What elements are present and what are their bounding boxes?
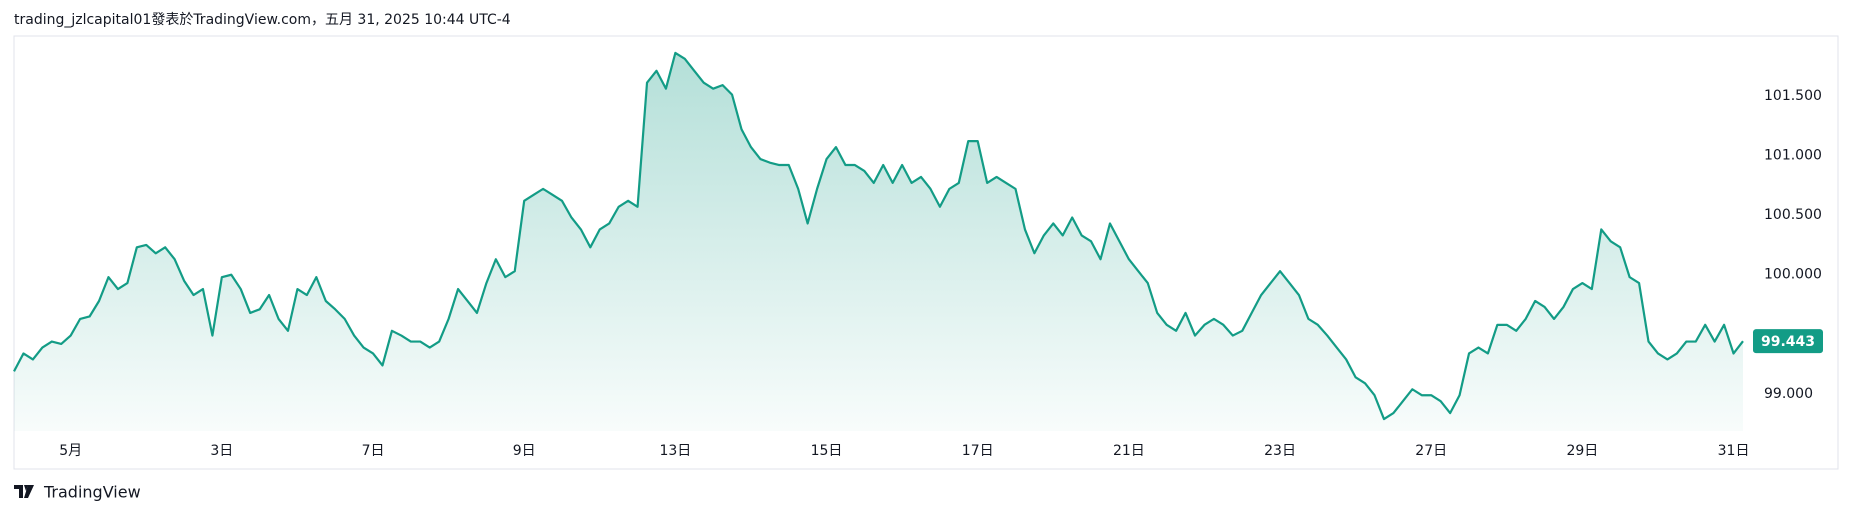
y-tick-label: 100.500 (1764, 207, 1822, 223)
chart-frame (13, 35, 1839, 470)
y-tick-label: 99.000 (1764, 386, 1813, 402)
x-tick-label: 23日 (1264, 443, 1296, 459)
y-tick-label: 101.500 (1764, 88, 1822, 104)
x-tick-label: 21日 (1113, 443, 1145, 459)
chart-title: trading_jzlcapital01發表於TradingView.com，五… (14, 12, 511, 28)
x-tick-label: 5月 (59, 443, 82, 459)
y-tick-label: 101.000 (1764, 147, 1822, 163)
x-tick-label: 29日 (1566, 443, 1598, 459)
x-tick-label: 9日 (513, 443, 536, 459)
area (14, 52, 1743, 431)
last-price-label: 99.443 (1761, 334, 1815, 350)
y-tick-label: 100.000 (1764, 267, 1822, 283)
x-tick-label: 27日 (1415, 443, 1447, 459)
last-price-tag (1753, 329, 1823, 354)
x-tick-label: 7日 (362, 443, 385, 459)
x-tick-label: 17日 (962, 443, 994, 459)
line (13, 51, 1744, 421)
x-tick-label: 31日 (1718, 443, 1750, 459)
logo (14, 485, 34, 498)
source-label: TradingView (43, 483, 141, 502)
x-tick-label: 15日 (811, 443, 843, 459)
x-tick-label: 13日 (659, 443, 691, 459)
x-tick-label: 3日 (210, 443, 233, 459)
